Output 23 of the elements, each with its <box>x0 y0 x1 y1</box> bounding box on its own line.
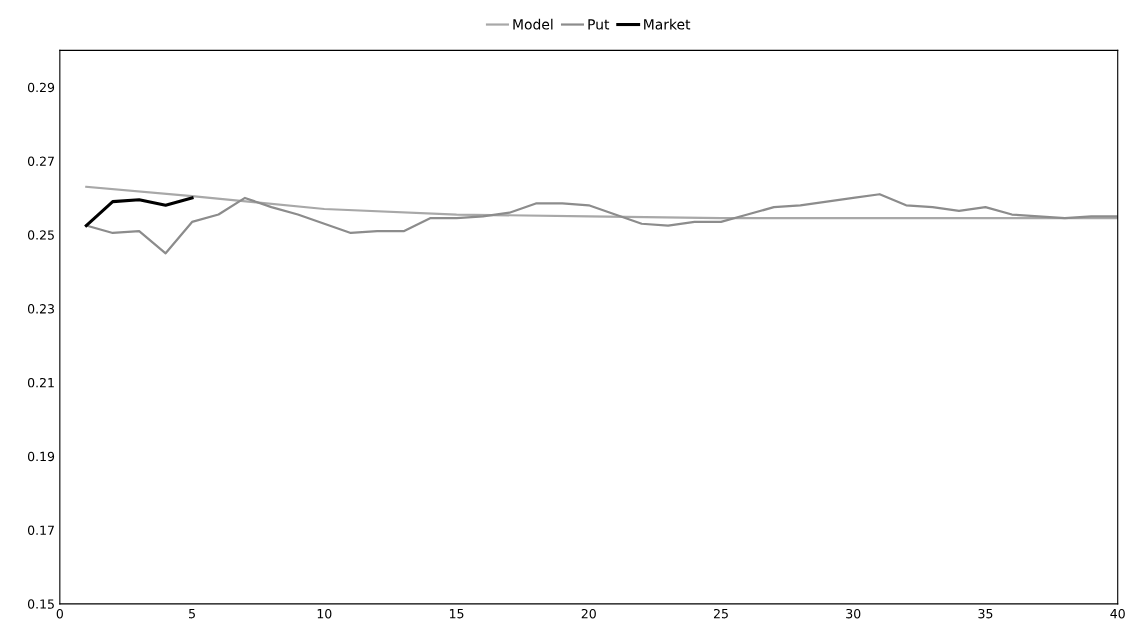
x-tick-label: 40 <box>1110 608 1125 619</box>
legend-label: Put <box>588 19 610 30</box>
line-series <box>85 185 1118 220</box>
y-tick-label: 0.23 <box>27 304 54 314</box>
y-tick-label: 0.19 <box>27 451 55 462</box>
x-tick-label: 35 <box>978 608 993 619</box>
x-tick-label: 30 <box>846 608 861 619</box>
y-tick-label: 0.25 <box>27 230 54 240</box>
y-tick-label: 0.15 <box>27 599 54 609</box>
x-tick-label: 20 <box>581 608 596 619</box>
legend-label: Market <box>644 18 691 30</box>
y-tick-label: 0.29 <box>27 82 55 93</box>
legend-label: Model <box>513 18 553 30</box>
y-tick-label: 0.27 <box>27 156 54 166</box>
line-series <box>84 196 194 228</box>
x-tick-label: 0 <box>56 608 63 619</box>
x-tick-label: 10 <box>317 608 332 619</box>
x-tick-label: 15 <box>449 609 464 619</box>
y-tick-label: 0.17 <box>27 525 54 535</box>
line-series <box>85 193 1118 255</box>
x-tick-label: 5 <box>189 609 195 619</box>
x-tick-label: 25 <box>713 608 728 619</box>
y-tick-label: 0.21 <box>27 377 54 388</box>
